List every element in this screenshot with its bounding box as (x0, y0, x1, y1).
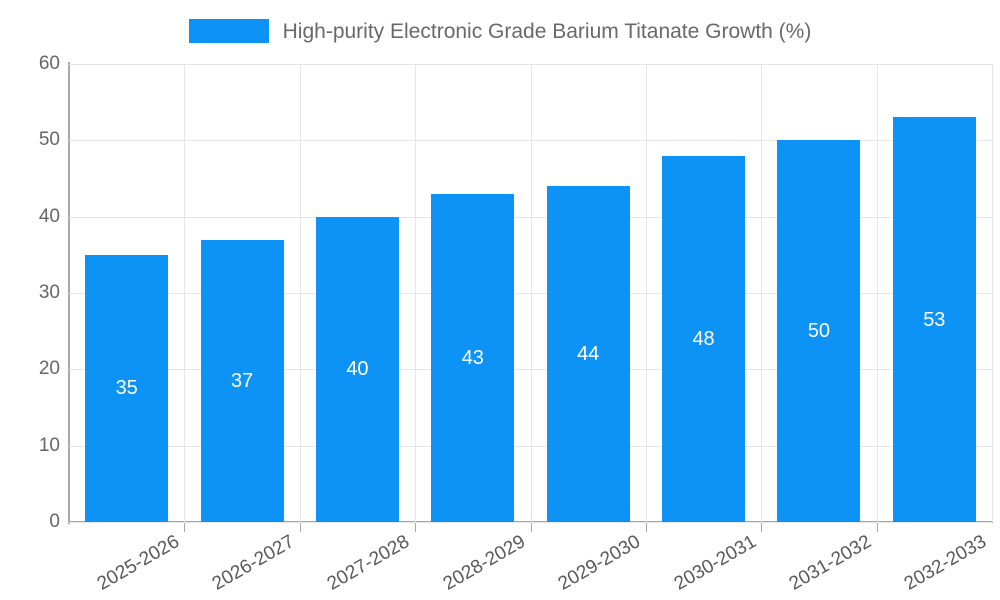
x-axis-category-label: 2030-2031 (670, 531, 760, 595)
x-gridline (300, 64, 301, 522)
bar[interactable]: 44 (546, 186, 630, 522)
y-gridline (69, 64, 992, 65)
x-gridline (646, 64, 647, 522)
bar[interactable]: 50 (777, 140, 861, 522)
x-axis-tick-mark (184, 523, 185, 532)
x-gridline (877, 64, 878, 522)
x-gridline (531, 64, 532, 522)
legend-series-label: High-purity Electronic Grade Barium Tita… (282, 19, 812, 43)
y-axis-tick-label: 60 (38, 53, 60, 74)
y-gridline (69, 293, 992, 294)
bar-value-label: 53 (923, 308, 946, 331)
x-axis-category-label: 2031-2032 (785, 531, 875, 595)
x-axis-category-label: 2025-2026 (93, 531, 183, 595)
x-gridline (415, 64, 416, 522)
x-axis-tick-mark (877, 523, 878, 532)
x-axis-category-label: 2026-2027 (208, 531, 299, 595)
bar-value-label: 35 (115, 377, 138, 400)
bar-value-label: 48 (692, 327, 715, 350)
legend-color-swatch-icon (188, 19, 269, 43)
bar[interactable]: 35 (85, 254, 169, 522)
bar[interactable]: 48 (662, 155, 746, 522)
x-axis-tick-mark (415, 523, 416, 532)
bar-value-label: 50 (807, 320, 831, 343)
y-axis-tick-label: 30 (38, 282, 60, 303)
y-gridline (69, 445, 992, 447)
y-gridline (69, 140, 992, 142)
y-gridline (69, 522, 992, 523)
x-axis-tick-mark (761, 523, 762, 532)
y-gridline (69, 369, 992, 371)
x-gridline (761, 64, 762, 522)
y-axis-tick-label: 10 (38, 434, 60, 456)
y-axis-tick-labels: 0 10 20 30 40 50 60 (0, 0, 60, 600)
y-axis-tick-label: 50 (38, 129, 60, 151)
y-axis-tick-label: 0 (49, 511, 60, 532)
y-axis-tick-label: 40 (38, 205, 60, 227)
x-axis-category-label: 2032-2033 (901, 531, 991, 595)
bar-value-label: 40 (346, 358, 369, 381)
y-axis-tick-label: 20 (38, 358, 60, 380)
x-axis-category-label: 2029-2030 (554, 531, 645, 595)
x-axis-tick-mark (646, 523, 647, 532)
bar[interactable]: 53 (892, 117, 976, 522)
chart-legend: High-purity Electronic Grade Barium Tita… (0, 10, 1000, 52)
x-axis-tick-mark (531, 523, 532, 532)
x-axis-category-label: 2027-2028 (324, 531, 414, 595)
bar[interactable]: 37 (200, 239, 284, 522)
x-gridline (992, 64, 993, 522)
bar-value-label: 43 (461, 346, 484, 369)
x-gridline (184, 64, 185, 522)
bar[interactable]: 40 (315, 216, 399, 522)
legend-item-series-1[interactable]: High-purity Electronic Grade Barium Tita… (188, 19, 812, 43)
plot-area: 35 37 40 43 44 48 50 53 (69, 64, 993, 523)
x-axis-category-label: 2028-2029 (439, 531, 529, 595)
bar-value-label: 44 (577, 343, 600, 366)
bar-value-label: 37 (230, 369, 254, 392)
x-axis-tick-mark (300, 523, 301, 532)
bar[interactable]: 43 (431, 193, 515, 522)
y-gridline (69, 216, 992, 218)
